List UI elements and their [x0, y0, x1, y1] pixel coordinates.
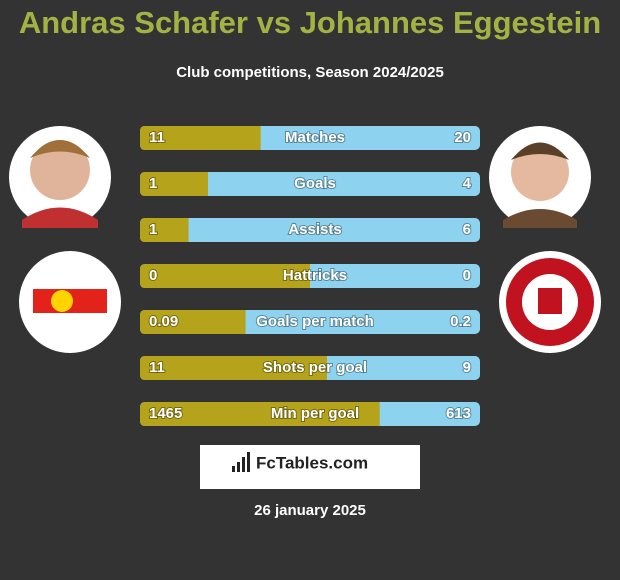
left-bar — [140, 310, 246, 334]
subtitle: Club competitions, Season 2024/2025 — [176, 64, 444, 81]
row-label: Goals — [294, 175, 336, 192]
right-bar — [140, 218, 480, 242]
right-bar — [140, 172, 480, 196]
row-label: Matches — [285, 129, 345, 146]
left-value: 1465 — [149, 405, 182, 422]
left-bar — [140, 126, 261, 150]
left-value: 0 — [149, 267, 157, 284]
left-value: 0.09 — [149, 313, 178, 330]
row-label: Assists — [288, 221, 341, 238]
left-bar — [140, 172, 208, 196]
right-value: 0 — [463, 267, 471, 284]
right-value: 613 — [446, 405, 471, 422]
title: Andras Schafer vs Johannes Eggestein — [19, 5, 601, 40]
right-value: 9 — [463, 359, 471, 376]
row-label: Min per goal — [271, 405, 359, 422]
right-club-logo — [499, 251, 601, 353]
right-value: 6 — [463, 221, 471, 238]
row-label: Goals per match — [256, 313, 374, 330]
left-club-logo — [19, 251, 121, 353]
brand-box — [200, 445, 420, 489]
left-player-photo — [9, 126, 111, 228]
date: 26 january 2025 — [254, 502, 366, 519]
brand: FcTables.com — [256, 453, 368, 472]
left-bar — [140, 402, 380, 426]
left-bar — [140, 264, 310, 288]
right-value: 20 — [454, 129, 471, 146]
left-value: 1 — [149, 221, 157, 238]
left-bar — [140, 356, 327, 380]
right-player-photo — [489, 126, 591, 228]
row-label: Hattricks — [283, 267, 347, 284]
right-value: 0.2 — [450, 313, 471, 330]
left-value: 11 — [149, 359, 165, 376]
left-value: 11 — [149, 129, 165, 146]
left-value: 1 — [149, 175, 157, 192]
right-value: 4 — [463, 175, 472, 192]
brand-icon — [232, 452, 250, 472]
row-label: Shots per goal — [263, 359, 367, 376]
left-bar — [140, 218, 189, 242]
